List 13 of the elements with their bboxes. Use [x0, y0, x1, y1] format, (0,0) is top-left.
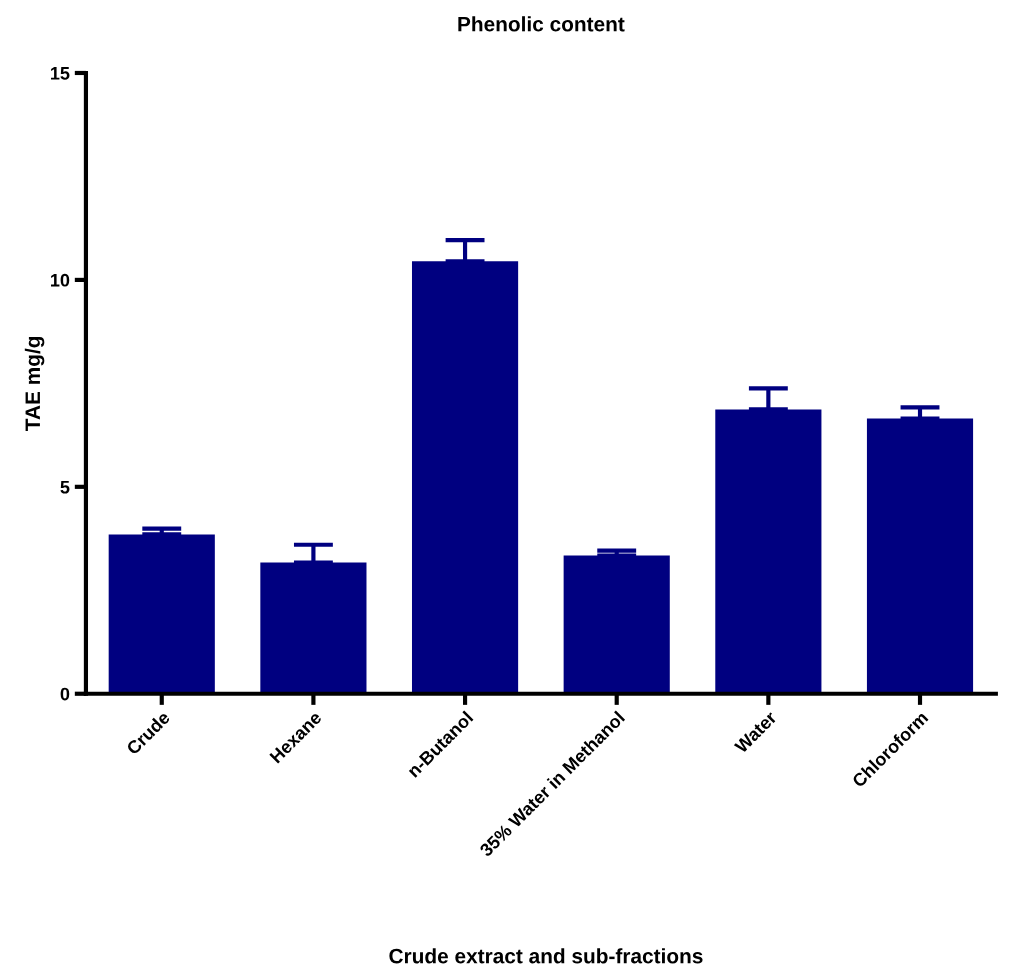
y-tick-label: 15	[51, 67, 70, 80]
y-tick-label: 5	[60, 480, 70, 494]
bar	[715, 409, 822, 694]
y-tick-label: 10	[51, 273, 70, 287]
bar	[411, 261, 519, 694]
x-axis-title: Crude extract and sub-fractions	[389, 948, 703, 964]
bar	[866, 418, 974, 694]
bar	[260, 562, 367, 694]
y-tick-label: 0	[60, 687, 70, 701]
y-axis-title: TAE mg/g	[24, 336, 45, 431]
bar	[108, 534, 215, 694]
chart-title: Phenolic content	[458, 16, 625, 32]
bar	[563, 555, 670, 694]
